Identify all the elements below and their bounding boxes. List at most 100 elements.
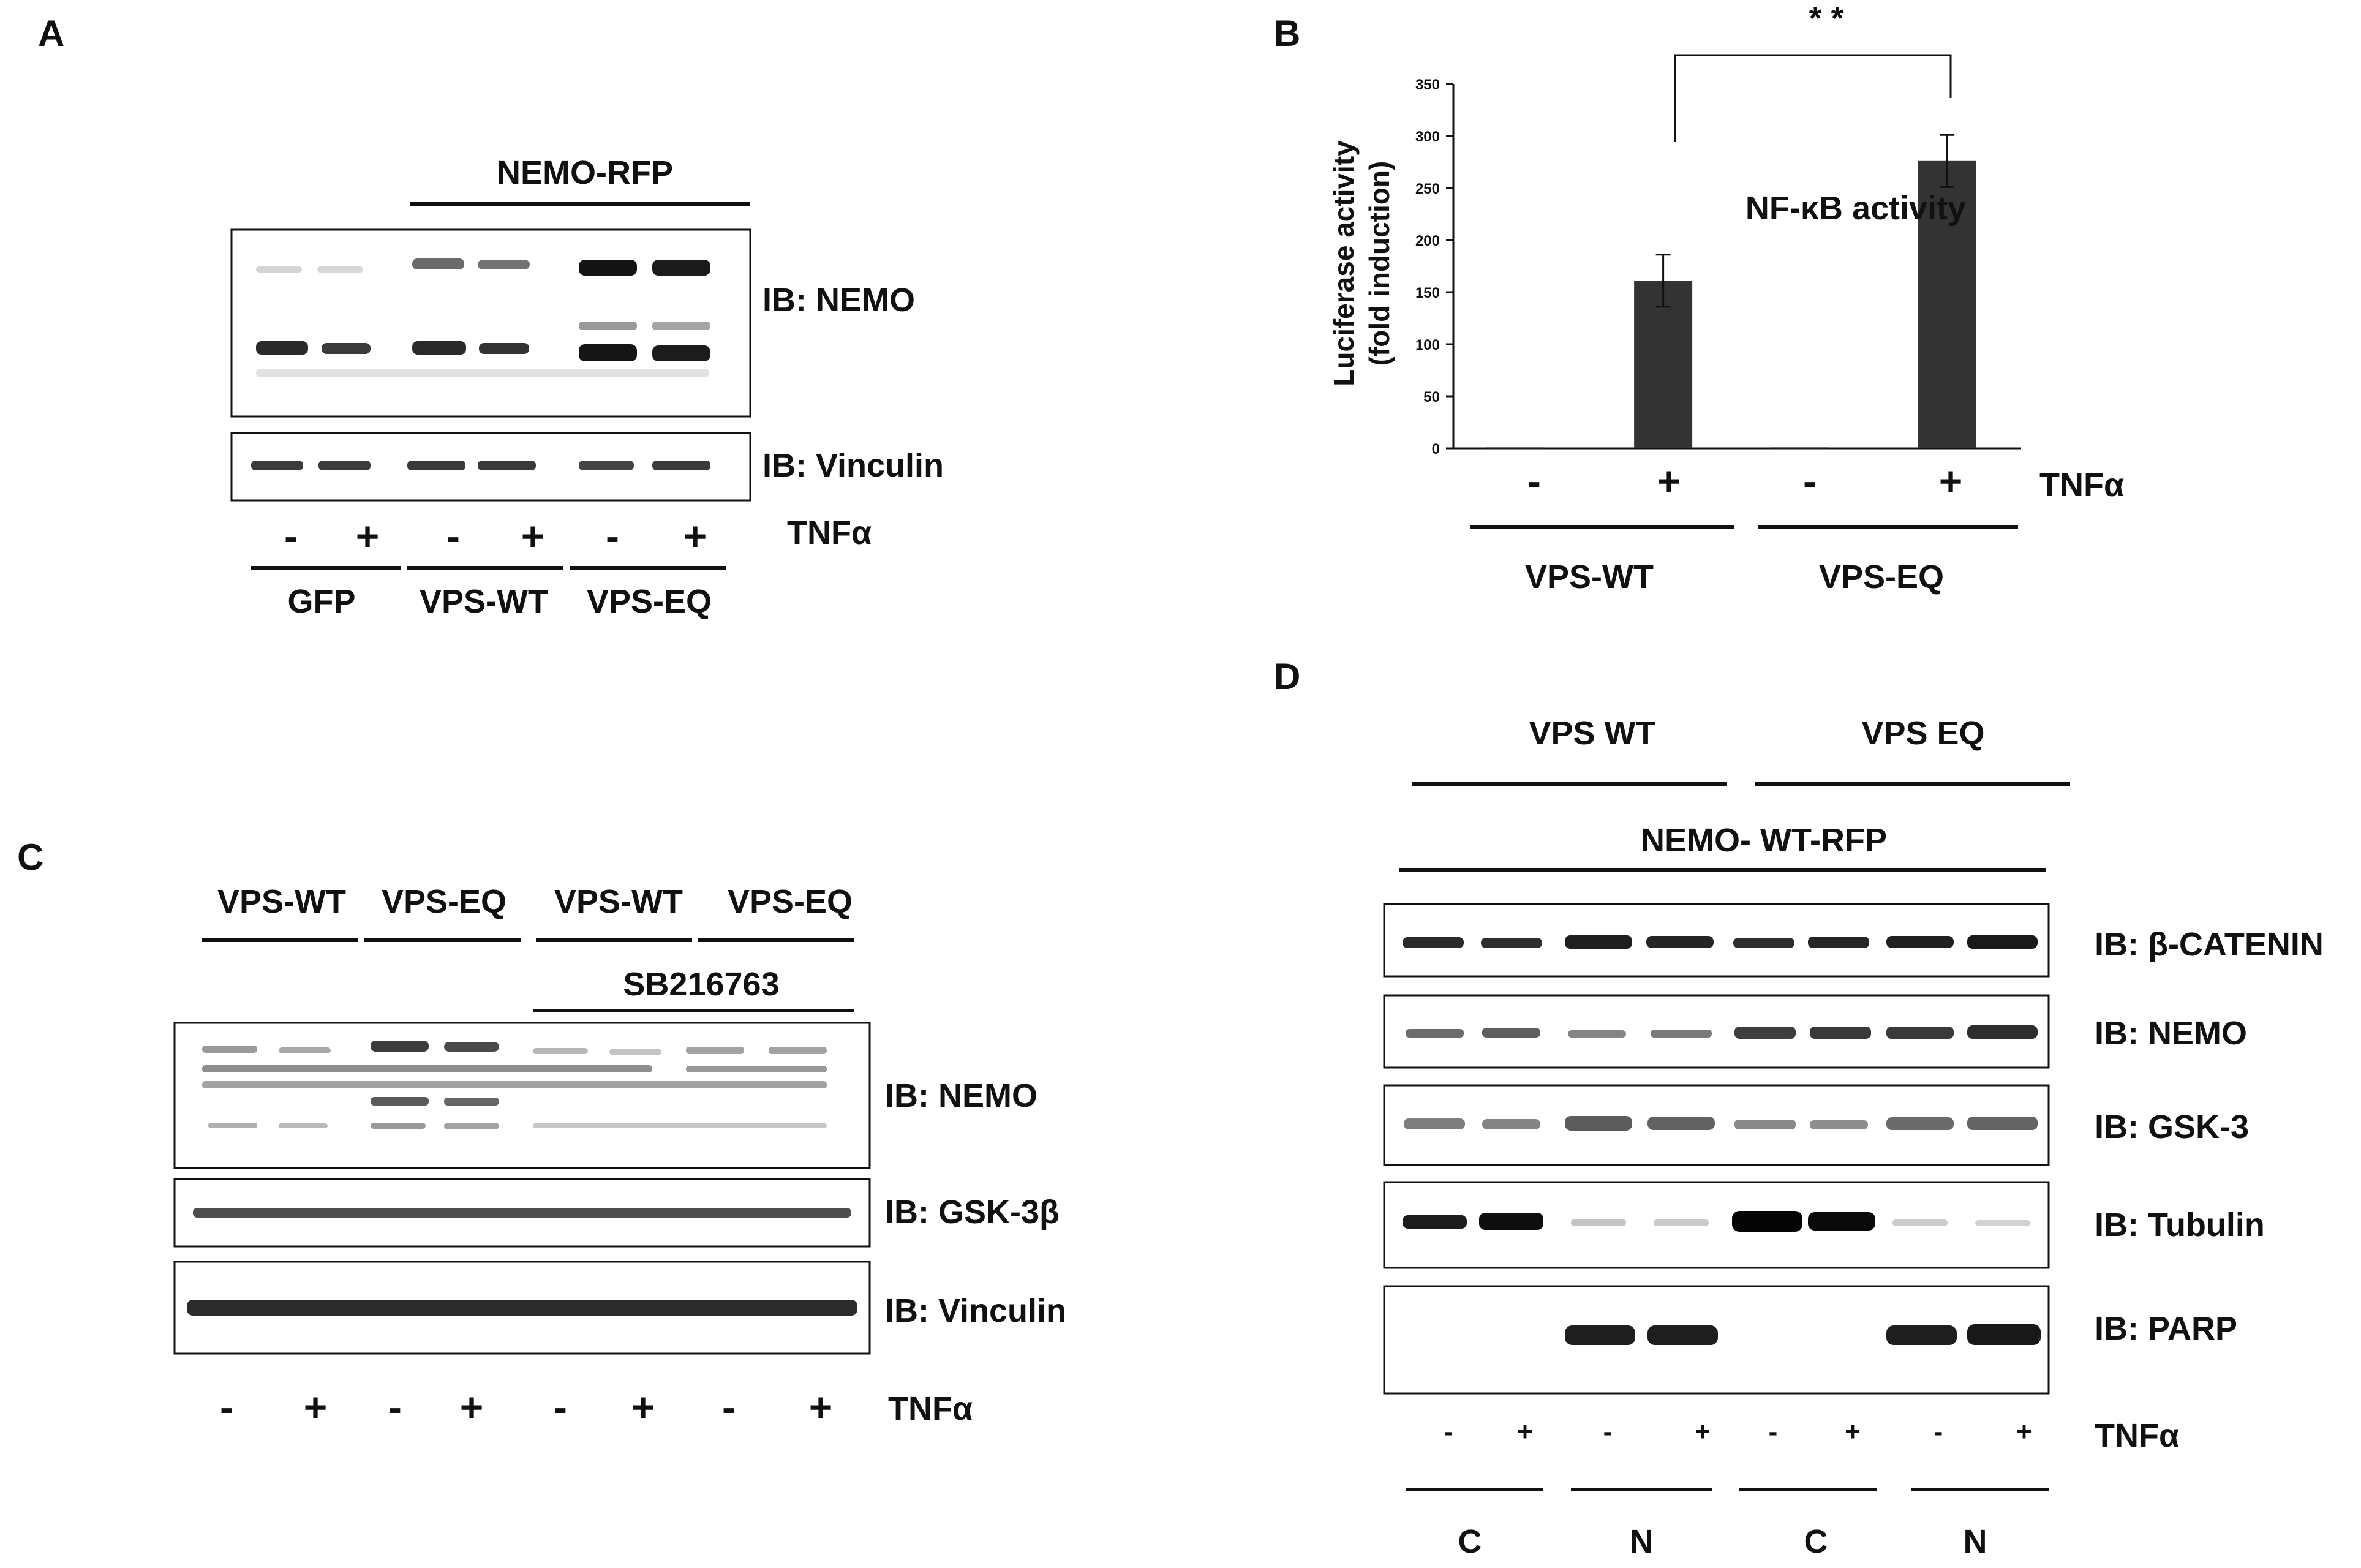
- treatment-sign: -: [220, 1384, 233, 1430]
- blot-band: [478, 461, 536, 470]
- blot-band: [1654, 1219, 1709, 1226]
- panel-c-vinculin-bands: [187, 1300, 857, 1316]
- panel-c-letter: C: [17, 837, 43, 878]
- bar: [1634, 281, 1693, 448]
- blot-band: [202, 1081, 827, 1088]
- panel-c-nemo-bands: [202, 1041, 827, 1129]
- blot-band: [1886, 1027, 1954, 1039]
- blot-band: [769, 1047, 827, 1054]
- blot-band: [412, 341, 466, 355]
- panel-c-blot-nemo: [173, 1022, 871, 1169]
- blot-band: [251, 461, 303, 470]
- y-tick-label: 200: [1415, 233, 1440, 249]
- panel-a-group: VPS-WT: [420, 583, 548, 620]
- treatment-sign: +: [1939, 458, 1963, 503]
- panel-d-beta-catenin-bands: [1403, 935, 2038, 949]
- treatment-sign: -: [1803, 458, 1817, 503]
- blot-band: [1734, 1027, 1796, 1039]
- blot-band: [686, 1066, 827, 1072]
- y-tick-label: 250: [1415, 181, 1440, 197]
- blot-band: [652, 322, 710, 330]
- blot-band: [1810, 1027, 1871, 1039]
- blot-band: [1967, 1324, 2041, 1345]
- blot-band: [317, 266, 363, 273]
- blot-band: [1568, 1030, 1626, 1038]
- y-axis-label-line2: (fold induction): [1363, 161, 1395, 366]
- blot-band: [652, 345, 710, 361]
- panel-b-letter: B: [1274, 13, 1300, 54]
- panel-c-label-gsk3b: IB: GSK-3β: [885, 1194, 1060, 1231]
- treatment-sign: +: [460, 1384, 484, 1430]
- blot-band: [1808, 937, 1869, 948]
- blot-band: [279, 1047, 331, 1054]
- blot-band: [652, 260, 710, 276]
- panel-b: B * * 0 50 100 150 200 250 300 350 NF-κB activi…: [1274, 0, 2124, 595]
- blot-band: [533, 1123, 827, 1128]
- blot-band: [208, 1123, 257, 1128]
- bars: [1486, 134, 1976, 449]
- treatment-sign: -: [284, 513, 298, 559]
- blot-band: [1886, 1117, 1954, 1130]
- blot-band: [256, 266, 302, 273]
- panel-d-label-gsk3: IB: GSK-3: [2095, 1109, 2249, 1145]
- blot-band: [1808, 1212, 1875, 1231]
- blot-band: [322, 343, 371, 354]
- chart-b: 0 50 100 150 200 250 300 350 NF-κB activity Luc…: [1328, 77, 2021, 458]
- blot-band: [479, 343, 529, 354]
- blot-band: [1647, 1325, 1718, 1345]
- blot-band: [193, 1208, 851, 1218]
- significance-bracket: [1674, 54, 1952, 142]
- panel-d-fraction: N: [1964, 1523, 1987, 1560]
- blot-band: [686, 1047, 744, 1054]
- blot-band: [1481, 938, 1542, 948]
- blot-band: [652, 461, 710, 470]
- panel-a-vinculin-bands: [251, 461, 710, 470]
- treatment-sign: +: [1695, 1417, 1711, 1447]
- bar: [1918, 160, 1976, 448]
- panel-d-signs: - + - + - + - +: [1444, 1417, 2032, 1447]
- panel-b-group: VPS-WT: [1525, 559, 1654, 595]
- panel-d-treatment: TNFα: [2095, 1417, 2179, 1454]
- panel-c-signs: - + - + - + - +: [220, 1384, 832, 1430]
- blot-band: [579, 322, 637, 330]
- blot-band: [1404, 1118, 1465, 1129]
- blot-band: [1646, 936, 1714, 948]
- panel-d-fraction: C: [1458, 1523, 1482, 1560]
- treatment-sign: -: [722, 1384, 736, 1430]
- treatment-sign: +: [304, 1384, 328, 1430]
- blot-band: [371, 1123, 426, 1129]
- blot-band: [1403, 937, 1464, 948]
- blot-band: [1967, 1025, 2038, 1039]
- treatment-sign: +: [521, 513, 545, 559]
- y-tick-label: 350: [1415, 77, 1440, 93]
- blot-band: [1975, 1220, 2030, 1226]
- blot-band: [579, 461, 634, 470]
- blot-band: [609, 1049, 661, 1055]
- treatment-sign: -: [554, 1384, 567, 1430]
- blot-band: [1571, 1219, 1626, 1226]
- blot-band: [579, 260, 637, 276]
- blot-band: [1403, 1215, 1467, 1229]
- panel-a-group: VPS-EQ: [587, 583, 712, 620]
- panel-d-fraction: C: [1804, 1523, 1828, 1560]
- panel-a: A NEMO-RFP IB: NEMO: [38, 13, 944, 620]
- panel-d-gsk3-bands: [1404, 1116, 2038, 1131]
- panel-a-letter: A: [38, 13, 64, 54]
- panel-d-parp-bands: [1565, 1324, 2041, 1345]
- blot-band: [1892, 1219, 1948, 1226]
- blot-band: [444, 1042, 499, 1052]
- treatment-sign: +: [356, 513, 380, 559]
- blot-band: [1886, 936, 1954, 948]
- panel-d-group: VPS WT: [1529, 715, 1655, 752]
- panel-a-group: GFP: [287, 583, 355, 620]
- blot-band: [256, 369, 709, 377]
- blot-band: [1967, 935, 2038, 949]
- treatment-sign: +: [683, 513, 707, 559]
- blot-band: [1479, 1213, 1543, 1230]
- bar: [1486, 447, 1545, 449]
- panel-c-group: VPS-WT: [217, 883, 346, 920]
- blot-band: [533, 1048, 588, 1054]
- treatment-sign: -: [1527, 458, 1541, 503]
- treatment-sign: -: [1444, 1417, 1453, 1447]
